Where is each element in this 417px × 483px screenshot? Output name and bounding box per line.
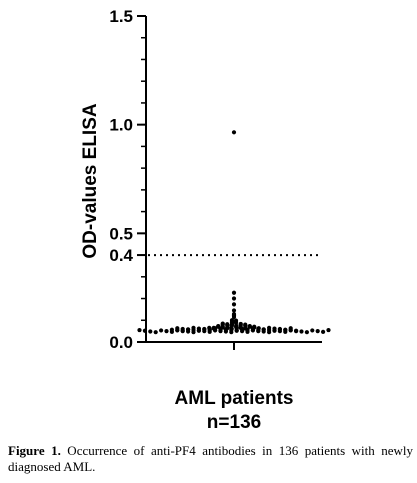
caption-text: Occurrence of anti-PF4 antibodies in 136…	[8, 443, 413, 474]
data-point	[175, 326, 179, 330]
data-point	[257, 326, 261, 330]
data-point	[262, 328, 266, 332]
data-point	[143, 329, 147, 333]
data-point	[197, 327, 201, 331]
data-point	[267, 326, 271, 330]
y-axis-title: OD-values ELISA	[80, 103, 101, 258]
data-point	[159, 328, 163, 332]
data-point	[212, 326, 216, 330]
data-point	[207, 326, 211, 330]
data-point	[272, 327, 276, 331]
data-point	[232, 312, 236, 316]
y-tick-label: 1.5	[109, 7, 133, 26]
caption-label: Figure 1.	[8, 443, 61, 458]
y-tick-label: 0.4	[109, 246, 133, 265]
data-point	[181, 327, 185, 331]
data-point	[232, 130, 236, 134]
axes	[137, 16, 322, 350]
data-point	[154, 330, 158, 334]
data-point	[232, 308, 236, 312]
data-point	[248, 324, 252, 328]
data-point	[232, 296, 236, 300]
data-point	[310, 328, 314, 332]
chart: 0.0 0.4 0.5 1.0 1.5 OD-values ELISA AML pati…	[0, 0, 417, 440]
data-point	[164, 329, 168, 333]
data-point	[148, 329, 152, 333]
data-point	[221, 321, 225, 325]
data-point	[252, 325, 256, 329]
data-point	[321, 330, 325, 334]
data-point	[186, 328, 190, 332]
data-point	[232, 302, 236, 306]
data-point	[191, 326, 195, 330]
data-point	[283, 328, 287, 332]
figure-caption: Figure 1. Occurrence of anti-PF4 antibod…	[8, 443, 413, 475]
data-point	[299, 329, 303, 333]
data-point	[294, 329, 298, 333]
data-point	[202, 327, 206, 331]
data-point	[232, 291, 236, 295]
data-point	[305, 330, 309, 334]
data-point	[316, 329, 320, 333]
y-tick-label: 0.0	[109, 333, 133, 352]
y-tick-label: 1.0	[109, 116, 133, 135]
data-points	[137, 130, 330, 334]
data-point	[234, 319, 238, 323]
tick-labels: 0.0 0.4 0.5 1.0 1.5	[109, 7, 133, 352]
data-point	[289, 326, 293, 330]
data-point	[239, 322, 243, 326]
data-point	[326, 328, 330, 332]
data-point	[225, 322, 229, 326]
x-category-count: n=136	[207, 412, 261, 433]
data-point	[170, 328, 174, 332]
data-point	[137, 328, 141, 332]
data-point	[278, 327, 282, 331]
y-tick-label: 0.5	[109, 224, 133, 243]
data-point	[216, 324, 220, 328]
x-category-label: AML patients	[175, 388, 294, 409]
data-point	[243, 323, 247, 327]
